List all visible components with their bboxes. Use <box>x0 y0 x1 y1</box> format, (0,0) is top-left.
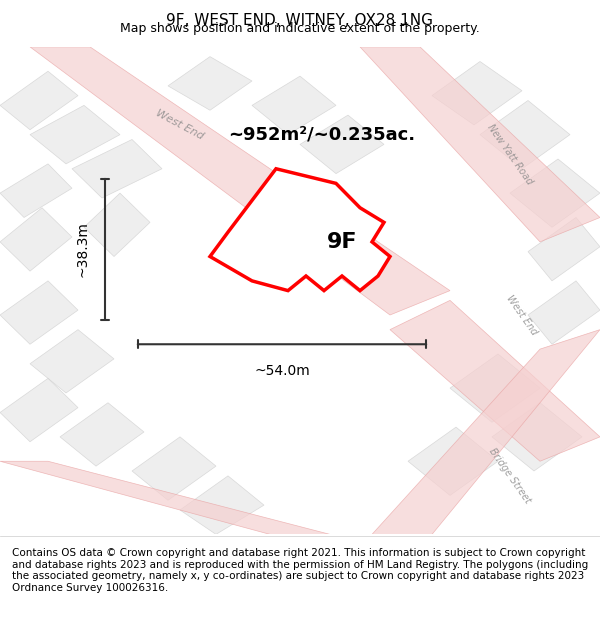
Polygon shape <box>450 354 540 422</box>
Polygon shape <box>168 57 252 110</box>
Polygon shape <box>0 71 78 130</box>
Polygon shape <box>30 329 114 393</box>
Text: 9F, WEST END, WITNEY, OX28 1NG: 9F, WEST END, WITNEY, OX28 1NG <box>167 13 433 28</box>
Polygon shape <box>480 101 570 169</box>
Polygon shape <box>30 106 120 164</box>
Polygon shape <box>300 115 384 174</box>
Text: 9F: 9F <box>327 232 357 252</box>
Polygon shape <box>360 47 600 242</box>
Polygon shape <box>252 76 336 134</box>
Polygon shape <box>528 281 600 344</box>
Text: Bridge Street: Bridge Street <box>487 446 533 506</box>
Polygon shape <box>210 169 390 291</box>
Polygon shape <box>180 476 264 534</box>
Text: Map shows position and indicative extent of the property.: Map shows position and indicative extent… <box>120 22 480 35</box>
Text: ~54.0m: ~54.0m <box>254 364 310 378</box>
Text: Contains OS data © Crown copyright and database right 2021. This information is : Contains OS data © Crown copyright and d… <box>12 548 588 592</box>
Polygon shape <box>0 461 330 534</box>
Polygon shape <box>0 281 78 344</box>
Polygon shape <box>60 402 144 466</box>
Polygon shape <box>0 164 72 217</box>
Polygon shape <box>132 437 216 500</box>
Polygon shape <box>528 217 600 281</box>
Polygon shape <box>72 139 162 198</box>
Text: West End: West End <box>505 293 539 337</box>
Polygon shape <box>408 427 498 496</box>
Text: ~952m²/~0.235ac.: ~952m²/~0.235ac. <box>228 126 415 144</box>
Text: New Yatt Road: New Yatt Road <box>485 122 535 186</box>
Polygon shape <box>84 193 150 256</box>
Polygon shape <box>30 47 450 315</box>
Polygon shape <box>372 329 600 534</box>
Polygon shape <box>390 301 600 461</box>
Polygon shape <box>0 208 72 271</box>
Polygon shape <box>510 159 600 228</box>
Polygon shape <box>0 378 78 442</box>
Polygon shape <box>492 402 582 471</box>
Polygon shape <box>432 61 522 125</box>
Text: ~38.3m: ~38.3m <box>76 221 90 277</box>
Text: West End: West End <box>154 108 206 142</box>
